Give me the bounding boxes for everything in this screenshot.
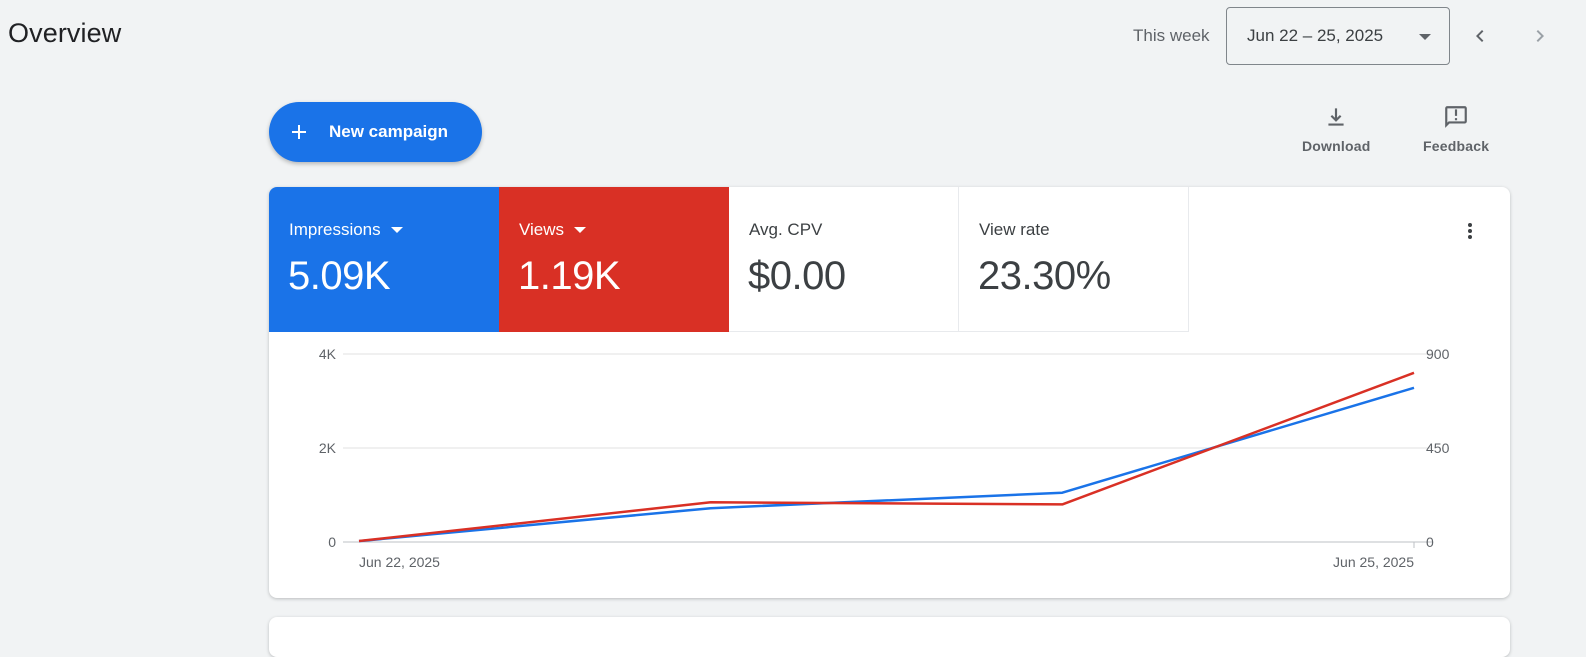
dropdown-arrow-icon xyxy=(574,227,587,233)
metric-label: Views xyxy=(519,220,565,239)
y-right-tick-label: 0 xyxy=(1426,534,1434,550)
series-line-views xyxy=(358,371,1415,543)
performance-card: Impressions 5.09K Views 1.19K Avg. CPV $… xyxy=(269,187,1510,598)
more-options-button[interactable] xyxy=(1458,217,1482,245)
metric-label: Impressions xyxy=(289,220,381,239)
metric-tile-view-rate[interactable]: View rate 23.30% xyxy=(959,187,1189,332)
new-campaign-label: New campaign xyxy=(329,122,449,141)
x-tick-label: Jun 22, 2025 xyxy=(359,554,440,570)
chevron-right-icon xyxy=(1536,30,1544,42)
metric-value: $0.00 xyxy=(748,254,846,298)
metric-value: 5.09K xyxy=(288,254,391,298)
series-line-impressions xyxy=(358,386,1415,543)
metric-label: Avg. CPV xyxy=(749,220,823,239)
metric-value: 23.30% xyxy=(978,254,1111,298)
date-range-select[interactable]: Jun 22 – 25, 2025 xyxy=(1226,7,1450,65)
secondary-card xyxy=(269,617,1510,657)
y-right-tick-label: 450 xyxy=(1426,440,1450,456)
metric-tile-avg-cpv[interactable]: Avg. CPV $0.00 xyxy=(729,187,959,332)
y-left-tick-label: 0 xyxy=(328,534,336,550)
x-tick-label: Jun 25, 2025 xyxy=(1333,554,1414,570)
y-left-tick-label: 4K xyxy=(319,346,337,362)
download-label: Download xyxy=(1302,138,1371,154)
plus-icon xyxy=(292,125,306,139)
feedback-label: Feedback xyxy=(1423,138,1490,154)
new-campaign-button[interactable]: New campaign xyxy=(269,102,482,162)
performance-line-chart: 0 2K 4K 0 450 900 Jun 22, 2025 Jun 25, 2025 xyxy=(319,346,1450,570)
page-title: Overview xyxy=(8,18,122,48)
metric-label: View rate xyxy=(979,220,1050,239)
metric-tile-impressions[interactable]: Impressions 5.09K xyxy=(269,187,499,332)
dropdown-arrow-icon xyxy=(1419,34,1431,40)
date-range-label: This week xyxy=(1133,26,1210,45)
download-icon xyxy=(1328,108,1344,126)
chevron-left-icon xyxy=(1476,30,1484,42)
dropdown-arrow-icon xyxy=(390,227,403,233)
date-range-value: Jun 22 – 25, 2025 xyxy=(1247,26,1384,45)
download-button[interactable]: Download xyxy=(1302,104,1370,154)
feedback-icon xyxy=(1445,106,1467,128)
previous-period-button[interactable] xyxy=(1464,20,1496,52)
metric-value: 1.19K xyxy=(518,254,621,298)
y-left-tick-label: 2K xyxy=(319,440,337,456)
next-period-button[interactable] xyxy=(1524,20,1556,52)
more-vert-icon xyxy=(1468,223,1472,239)
metric-tile-views[interactable]: Views 1.19K xyxy=(499,187,729,332)
feedback-button[interactable]: Feedback xyxy=(1423,104,1489,154)
y-right-tick-label: 900 xyxy=(1426,346,1450,362)
